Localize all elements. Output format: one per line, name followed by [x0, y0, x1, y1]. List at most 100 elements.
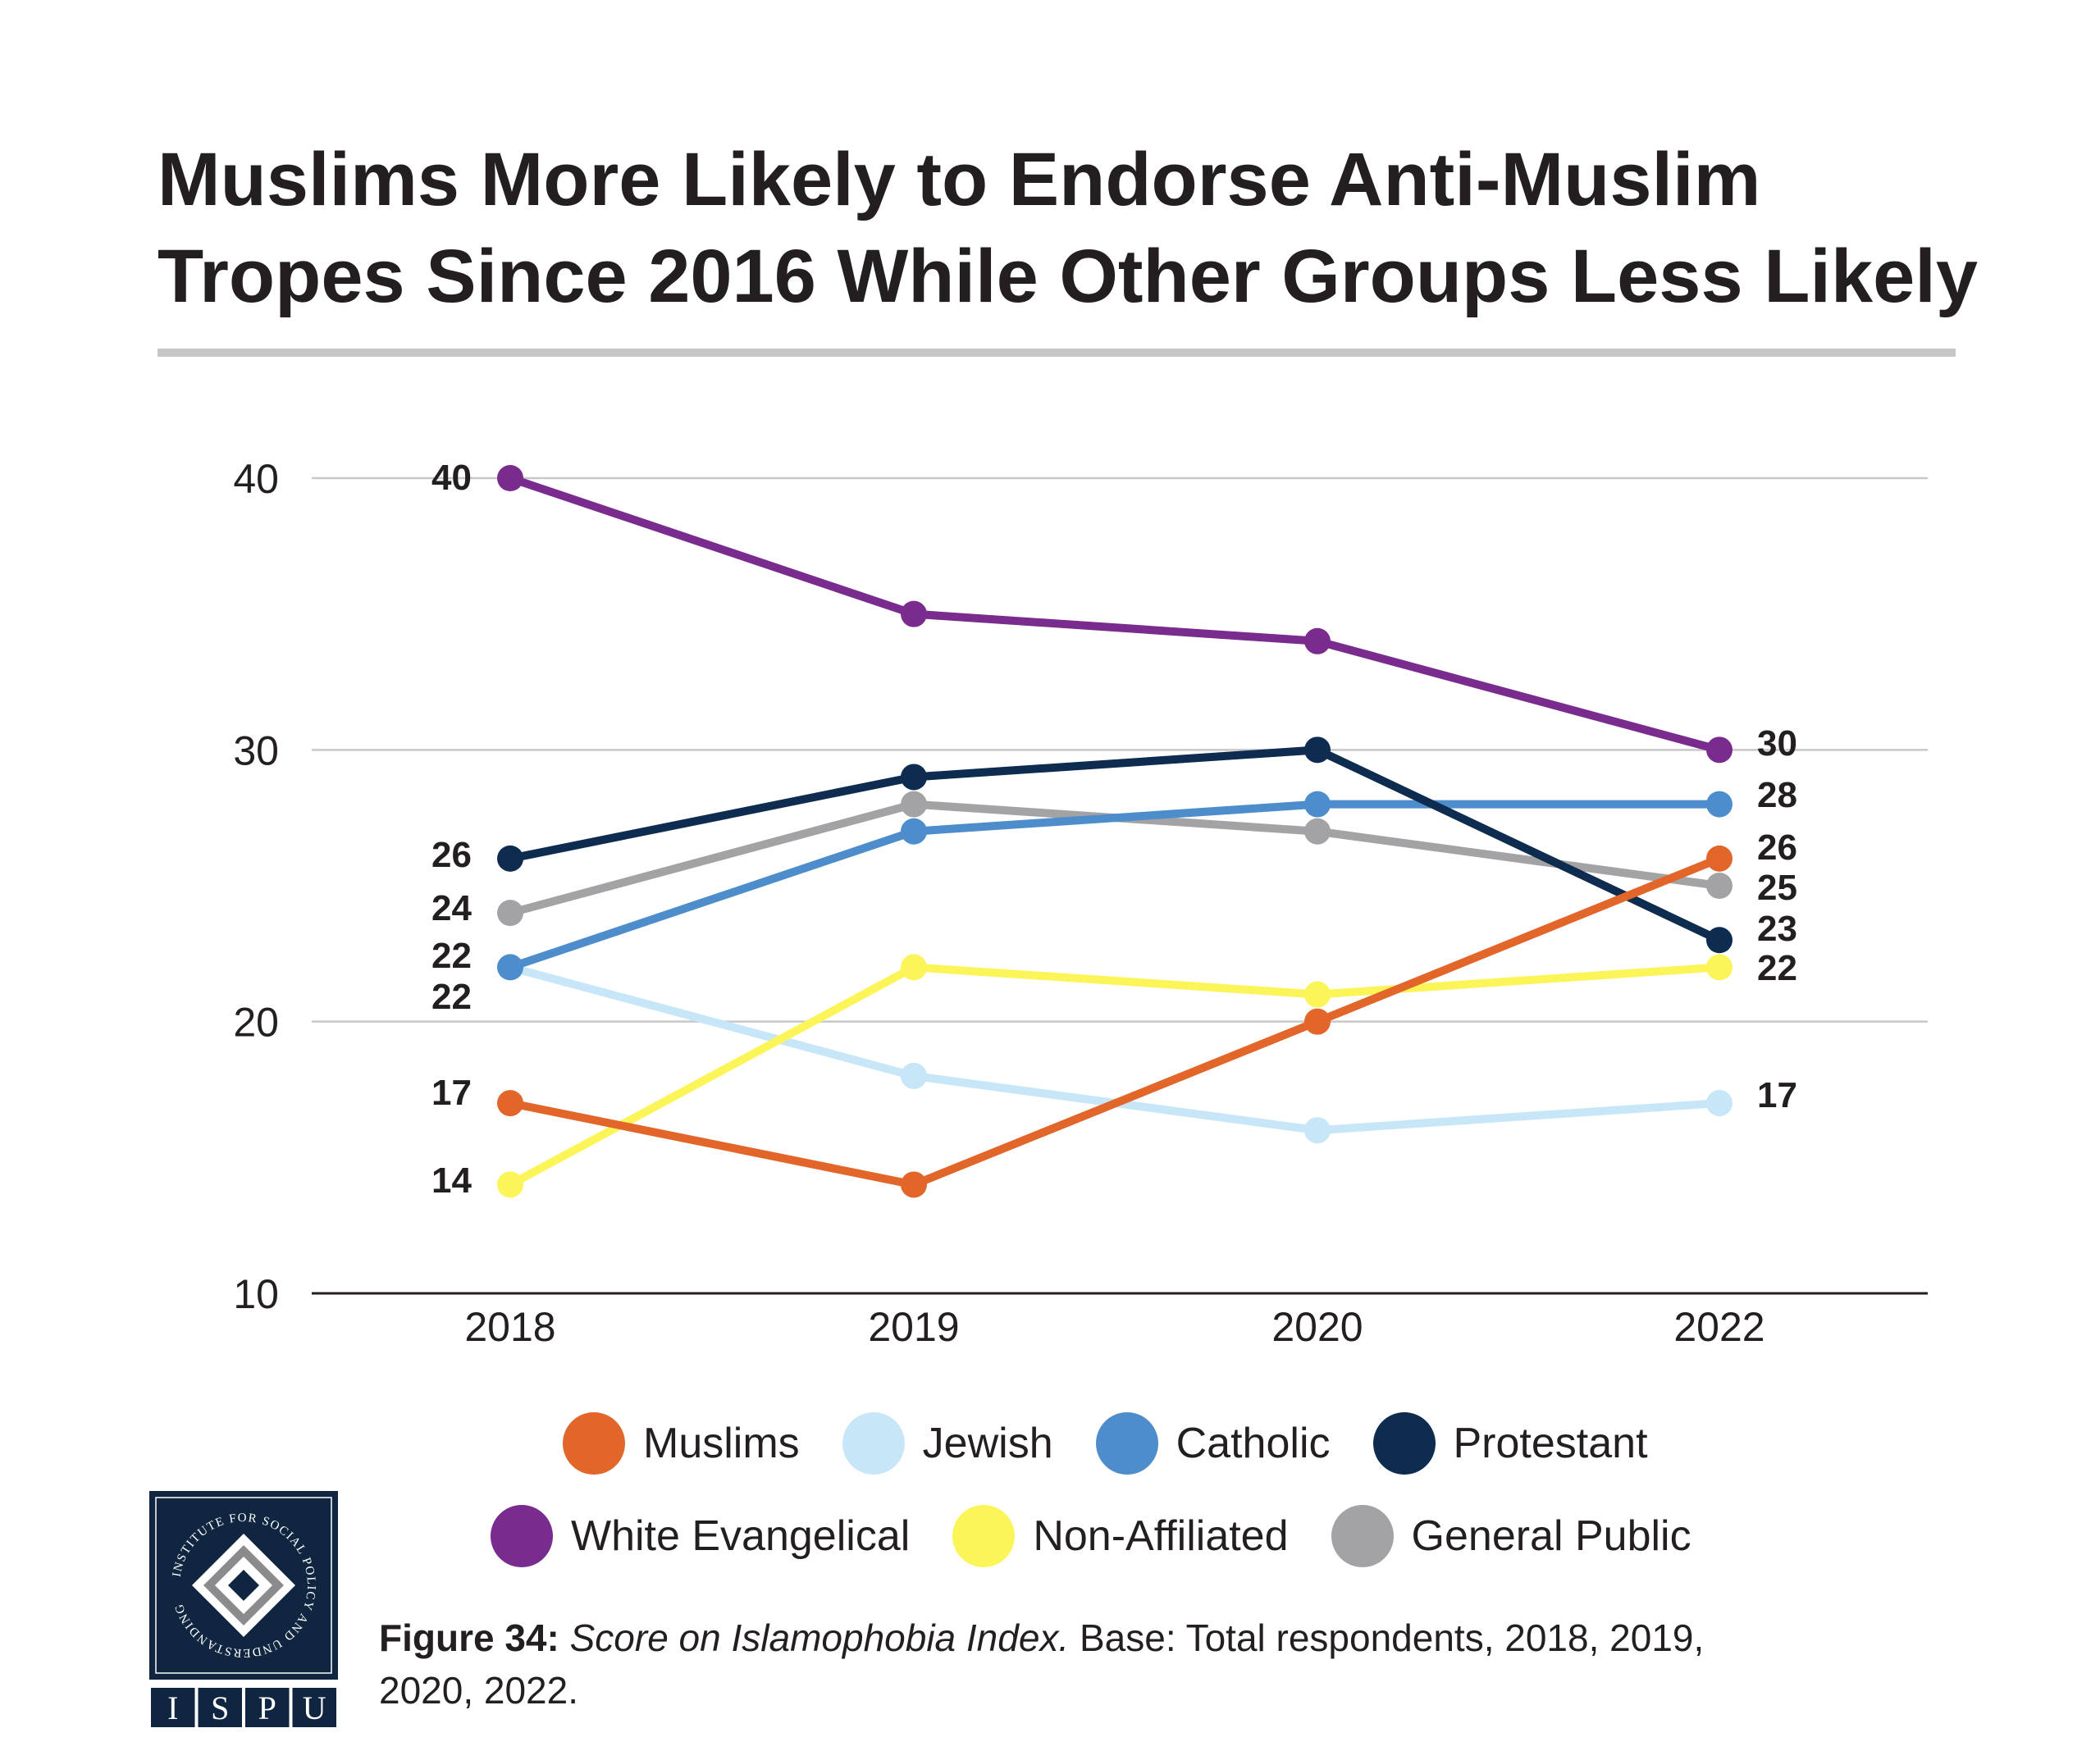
axes: 10 20 30 40 2018 2019 2020 2022 — [233, 456, 1928, 1350]
legend-swatch — [1095, 1412, 1158, 1475]
ispu-logo: INSTITUTE FOR SOCIAL POLICY AND UNDERSTA… — [149, 1491, 338, 1727]
series-white-evangelical — [497, 465, 1732, 764]
title-line-2: Tropes Since 2016 While Other Groups Les… — [158, 235, 1979, 318]
data-point-general-public — [901, 791, 927, 818]
end-value-label: 28 — [1757, 775, 1797, 815]
caption-figure-number: Figure 34: — [379, 1616, 559, 1659]
series-protestant — [497, 736, 1732, 954]
logo-letter-box — [245, 1688, 290, 1727]
data-point-catholic — [1304, 791, 1331, 818]
y-tick-label: 30 — [233, 727, 279, 773]
start-value-label: 40 — [431, 458, 472, 498]
caption-title: Score on Islamophobia Index. — [569, 1616, 1070, 1659]
legend-item-muslims: Muslims — [563, 1412, 800, 1475]
legend-row-2: White Evangelical Non-Affiliated General P… — [491, 1503, 1734, 1569]
data-point-catholic — [497, 954, 523, 981]
data-point-white-evangelical — [1304, 627, 1331, 654]
logo-letter-box — [292, 1688, 336, 1727]
data-point-muslims — [1706, 845, 1732, 872]
logo-frame — [155, 1497, 332, 1674]
data-point-white-evangelical — [497, 465, 523, 491]
legend-label: Protestant — [1453, 1420, 1648, 1467]
data-point-jewish — [1706, 1090, 1732, 1117]
start-value-label: 17 — [431, 1073, 472, 1113]
series-muslims — [497, 845, 1732, 1198]
logo-diamond-core — [228, 1570, 259, 1601]
data-point-white-evangelical — [901, 600, 927, 627]
start-value-label: 24 — [431, 888, 472, 928]
y-tick-label: 20 — [233, 1000, 279, 1046]
chart-title: Muslims More Likely to Endorse Anti-Musl… — [158, 131, 2028, 325]
series-lines — [497, 465, 1732, 1198]
legend-swatch — [842, 1412, 905, 1475]
series-line-non-affiliated — [506, 963, 1723, 1189]
logo-letter: I — [167, 1689, 178, 1726]
y-tick-label: 10 — [233, 1271, 279, 1317]
data-point-protestant — [497, 845, 523, 872]
data-point-protestant — [1706, 927, 1732, 954]
logo-letter: S — [211, 1689, 229, 1726]
x-tick-label: 2022 — [1673, 1304, 1764, 1350]
end-value-label: 23 — [1757, 909, 1797, 949]
legend-item-non-affiliated: Non-Affiliated — [952, 1505, 1289, 1567]
end-value-label: 17 — [1757, 1075, 1797, 1115]
legend-swatch — [1331, 1505, 1394, 1567]
legend-item-jewish: Jewish — [842, 1412, 1053, 1475]
legend-label: Catholic — [1176, 1420, 1331, 1467]
end-value-label: 22 — [1757, 948, 1797, 988]
series-non-affiliated — [497, 954, 1732, 1198]
title-divider — [158, 349, 1956, 357]
data-point-catholic — [901, 818, 927, 845]
series-line-muslims — [506, 854, 1723, 1189]
data-point-non-affiliated — [1706, 954, 1732, 981]
data-point-jewish — [1304, 1117, 1331, 1144]
data-point-general-public — [1304, 818, 1331, 845]
data-point-non-affiliated — [497, 1171, 523, 1198]
series-line-white-evangelical — [506, 474, 1723, 755]
legend-label: General Public — [1411, 1512, 1691, 1560]
end-value-label: 26 — [1757, 828, 1797, 868]
grid-lines — [312, 476, 1928, 1023]
end-value-label: 30 — [1757, 723, 1797, 764]
x-tick-label: 2018 — [464, 1304, 555, 1350]
end-value-label: 25 — [1757, 868, 1797, 908]
legend-row-1: Muslims Jewish Catholic Protestant — [563, 1411, 1691, 1476]
start-value-label: 22 — [431, 936, 472, 976]
series-catholic — [497, 791, 1732, 981]
caption-base-line-2: 2020, 2022. — [379, 1669, 579, 1712]
caption-base: Base: Total respondents, 2018, 2019, — [1080, 1616, 1705, 1659]
logo-letter-box — [198, 1688, 242, 1727]
series-line-protestant — [506, 745, 1723, 945]
start-value-label: 26 — [431, 835, 472, 875]
data-point-jewish — [901, 1062, 927, 1089]
legend-swatch — [563, 1412, 625, 1475]
legend-label: Muslims — [643, 1420, 800, 1467]
legend-swatch — [952, 1505, 1016, 1567]
figure-caption: Figure 34: Score on Islamophobia Index. … — [379, 1612, 1938, 1717]
legend-label: Jewish — [922, 1420, 1053, 1467]
data-point-muslims — [901, 1171, 927, 1198]
legend-item-protestant: Protestant — [1372, 1412, 1648, 1475]
series-line-catholic — [506, 800, 1723, 972]
legend-item-general-public: General Public — [1331, 1505, 1691, 1567]
data-point-muslims — [1304, 1008, 1331, 1035]
data-point-non-affiliated — [1304, 981, 1331, 1008]
start-value-label: 22 — [431, 977, 472, 1017]
logo-letter: U — [303, 1689, 326, 1726]
legend-label: Non-Affiliated — [1033, 1512, 1289, 1560]
x-tick-label: 2020 — [1271, 1304, 1363, 1350]
data-point-protestant — [1304, 736, 1331, 764]
legend-swatch — [491, 1505, 553, 1567]
data-point-non-affiliated — [901, 954, 927, 981]
data-point-general-public — [497, 900, 523, 927]
data-point-protestant — [901, 764, 927, 791]
x-tick-label: 2019 — [868, 1304, 959, 1350]
data-point-muslims — [497, 1090, 523, 1117]
start-value-label: 14 — [431, 1160, 472, 1201]
y-tick-label: 40 — [233, 456, 279, 502]
legend-label: White Evangelical — [571, 1512, 911, 1560]
data-point-catholic — [1706, 791, 1732, 818]
